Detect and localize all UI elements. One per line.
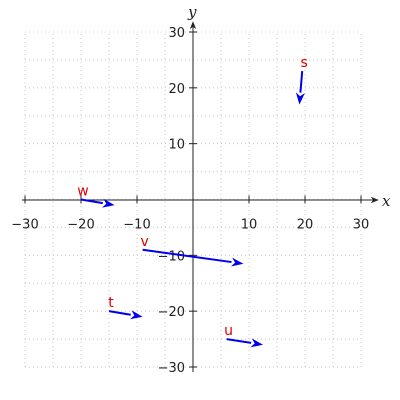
x-tick-label: 30 xyxy=(353,218,370,233)
y-axis-label: y xyxy=(187,3,197,21)
x-tick-label: 20 xyxy=(297,218,314,233)
y-tick-label: −30 xyxy=(158,361,185,376)
vector-w-shaft xyxy=(80,198,103,205)
x-tick-label: 10 xyxy=(241,218,258,233)
vector-v-label: v xyxy=(140,234,148,250)
vector-w-head xyxy=(102,198,115,208)
y-tick-label: 10 xyxy=(168,138,185,153)
vector-u: u xyxy=(224,323,263,348)
vector-v: v xyxy=(140,234,244,267)
vector-t-label: t xyxy=(108,295,114,311)
x-tick-label: −30 xyxy=(11,218,38,233)
x-tick-label: −10 xyxy=(123,218,150,233)
y-tick-label: 20 xyxy=(168,82,185,97)
y-tick-label: −20 xyxy=(158,305,185,320)
vector-t-shaft xyxy=(108,310,131,316)
vector-s: s xyxy=(295,55,308,105)
vector-w-label: w xyxy=(77,184,88,200)
vector-s-head xyxy=(295,92,305,105)
y-tick-label: 30 xyxy=(168,26,185,41)
vector-v-shaft xyxy=(142,248,232,264)
x-tick-label: −20 xyxy=(67,218,94,233)
vector-w: w xyxy=(77,184,115,208)
vectors: s w v t u xyxy=(77,55,308,348)
vector-v-head xyxy=(230,257,244,267)
x-axis-label: x xyxy=(382,192,391,210)
vector-t: t xyxy=(108,295,143,320)
vector-u-label: u xyxy=(224,323,233,339)
vector-s-label: s xyxy=(301,55,308,71)
vector-u-shaft xyxy=(226,338,252,344)
vector-u-head xyxy=(250,338,263,348)
vector-t-head xyxy=(130,310,143,320)
vector-s-shaft xyxy=(299,71,304,93)
